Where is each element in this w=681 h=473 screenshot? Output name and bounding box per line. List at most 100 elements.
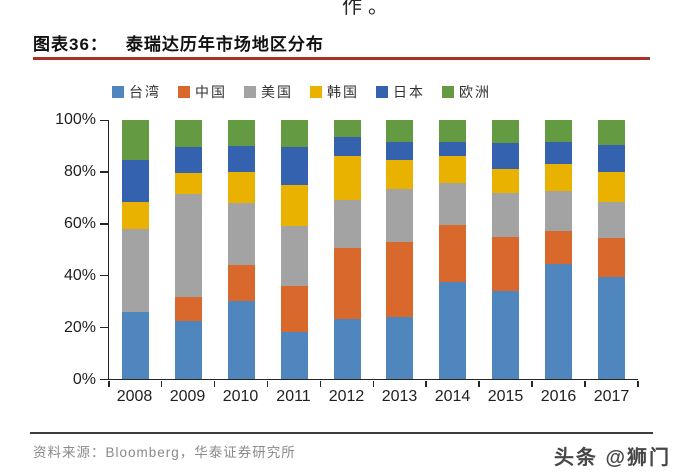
legend-swatch (244, 86, 256, 98)
y-axis-tick (100, 171, 108, 173)
bar-segment-中国 (174, 297, 202, 321)
legend-label: 中国 (195, 84, 227, 100)
bar-segment-日本 (174, 147, 202, 174)
bar-segment-中国 (439, 224, 467, 282)
x-tick-label: 2014 (434, 388, 471, 405)
legend-item: 美国 (244, 82, 293, 102)
bar-cell (532, 120, 585, 379)
bar-segment-中国 (280, 285, 308, 333)
bar-segment-美国 (121, 228, 149, 312)
bar-segment-韩国 (121, 201, 149, 229)
x-tick-label: 2009 (169, 388, 206, 405)
bar-cell (321, 120, 374, 379)
x-tick-label: 2011 (276, 388, 311, 405)
bar-segment-欧洲 (174, 120, 202, 148)
bar (121, 120, 149, 379)
bar-segment-日本 (386, 142, 414, 161)
bar-segment-台湾 (492, 290, 520, 379)
x-tick-label: 2017 (593, 388, 630, 405)
x-axis-tick (531, 380, 533, 387)
legend-label: 韩国 (327, 84, 359, 100)
bar-segment-日本 (121, 160, 149, 202)
bar-segment-台湾 (280, 332, 308, 379)
bar-segment-日本 (439, 142, 467, 157)
bar-segment-欧洲 (492, 120, 520, 144)
legend-swatch (178, 86, 190, 98)
plot-area (100, 119, 639, 387)
bar-segment-中国 (545, 231, 573, 264)
bar-segment-台湾 (174, 320, 202, 379)
bar-segment-韩国 (598, 171, 626, 202)
y-axis-tick (100, 326, 108, 329)
bar-segment-欧洲 (121, 120, 149, 161)
bar-segment-欧洲 (545, 120, 573, 143)
legend-swatch (442, 86, 454, 98)
bar-segment-日本 (545, 142, 573, 165)
bar (598, 120, 626, 379)
bar-segment-日本 (227, 145, 255, 172)
watermark: 头条 @狮门 (553, 447, 671, 469)
bar-segment-台湾 (386, 316, 414, 379)
bar-segment-欧洲 (598, 120, 626, 145)
x-axis-tick (266, 380, 269, 387)
bar (386, 120, 414, 379)
bar-segment-欧洲 (227, 120, 255, 146)
y-tick-label: 40% (63, 267, 96, 284)
legend-swatch (310, 86, 322, 98)
bar-segment-台湾 (227, 301, 255, 379)
source-note: 资料来源：Bloomberg，华泰证券研究所 (33, 445, 296, 460)
x-axis-tick (637, 380, 639, 387)
bar-segment-欧洲 (386, 120, 414, 143)
y-tick-label: 20% (63, 319, 96, 336)
legend-item: 韩国 (310, 82, 359, 102)
bar-cell (215, 120, 268, 379)
x-tick-label: 2008 (116, 388, 153, 405)
legend-swatch (376, 86, 388, 98)
legend-item: 日本 (376, 82, 425, 102)
legend-label: 日本 (393, 84, 425, 100)
bar-segment-韩国 (280, 184, 308, 227)
y-tick-label: 0% (72, 371, 96, 388)
legend-label: 欧洲 (459, 84, 491, 100)
bar-segment-中国 (598, 237, 626, 277)
bar-segment-欧洲 (280, 120, 308, 148)
bar-cell (585, 120, 638, 379)
x-axis-tick (372, 380, 374, 387)
bar-cell (479, 120, 532, 379)
x-axis-tick (478, 380, 480, 387)
bar-cell (268, 120, 321, 379)
bar-segment-中国 (333, 248, 361, 320)
y-tick-label: 60% (63, 215, 96, 232)
bar-segment-韩国 (386, 160, 414, 189)
title-underline (33, 57, 650, 60)
y-tick-label: 80% (63, 163, 96, 180)
legend-label: 美国 (261, 84, 293, 100)
y-tick-label: 100% (55, 111, 96, 128)
figure-number-label: 图表36： (33, 35, 108, 54)
bar-cell (162, 120, 215, 379)
bar-segment-中国 (492, 236, 520, 291)
legend-item: 台湾 (112, 82, 161, 102)
bar-segment-台湾 (333, 319, 361, 379)
figure-title: 泰瑞达历年市场地区分布 (125, 35, 324, 54)
bar-segment-美国 (333, 200, 361, 249)
bar-segment-韩国 (333, 156, 361, 201)
x-axis-tick (319, 380, 322, 387)
bar-segment-美国 (227, 202, 255, 266)
footer-divider (30, 432, 653, 434)
bar (280, 120, 308, 379)
x-axis-tick (584, 380, 586, 387)
bar-segment-美国 (174, 193, 202, 298)
x-axis-tick (160, 380, 163, 387)
bar-segment-美国 (492, 192, 520, 237)
bar (174, 120, 202, 379)
x-axis-tick (425, 380, 427, 387)
bar-segment-日本 (598, 144, 626, 172)
x-tick-label: 2016 (540, 388, 577, 405)
bar-segment-韩国 (174, 173, 202, 194)
bar-segment-美国 (439, 183, 467, 225)
x-tick-label: 2013 (381, 388, 418, 405)
x-tick-label: 2010 (222, 388, 259, 405)
bar-segment-韩国 (545, 164, 573, 192)
bars-row (109, 120, 638, 379)
